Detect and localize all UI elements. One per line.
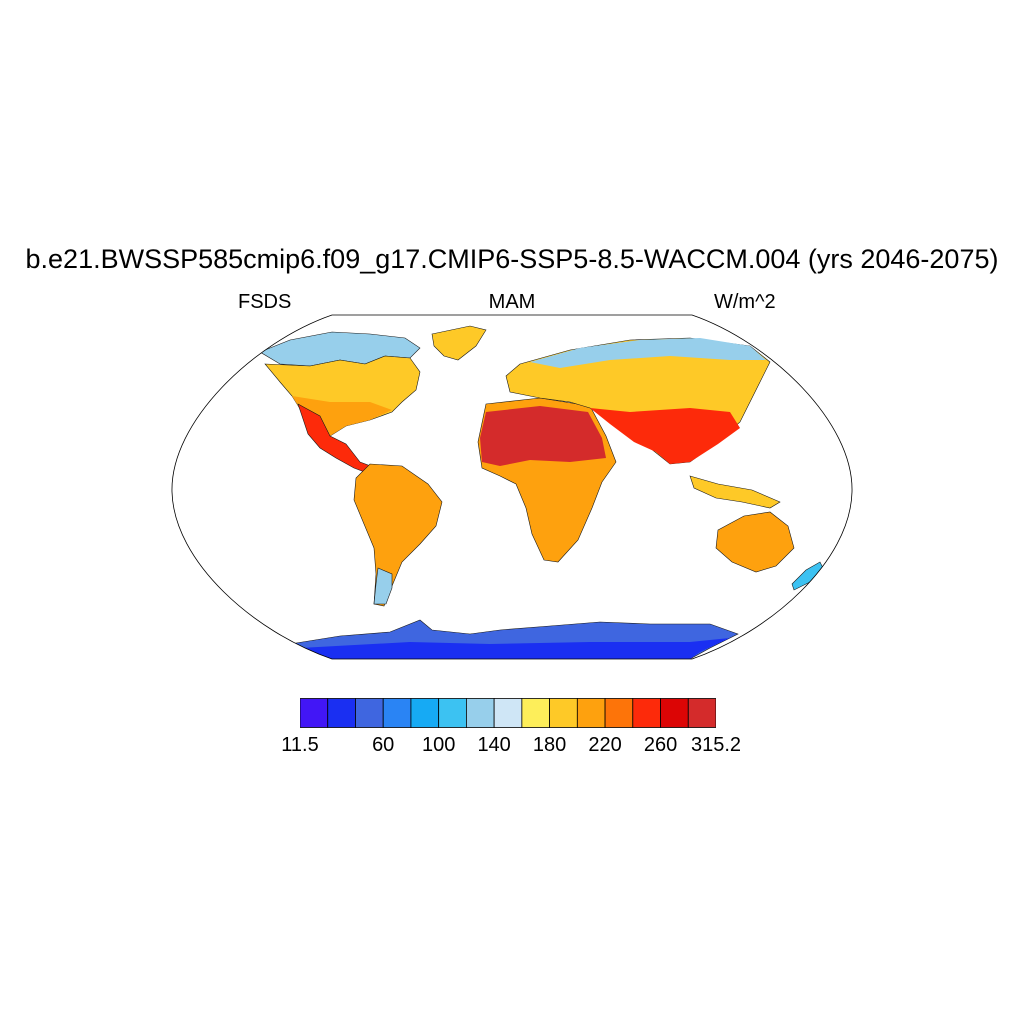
colorbar-swatch (687, 698, 716, 728)
eurasia-arctic (530, 338, 766, 368)
colorbar-tick-label: 140 (477, 734, 511, 756)
colorbar-swatch (660, 698, 689, 728)
colorbar-swatch (549, 698, 578, 728)
colorbar-swatch (465, 698, 495, 728)
colorbar-swatch (382, 698, 412, 728)
colorbar-swatch (604, 698, 634, 728)
variable-label: FSDS (238, 291, 292, 313)
colorbar-swatch (327, 698, 356, 728)
colorbar-tick-label: 60 (372, 734, 395, 756)
colorbar-tick-label: 315.2 (690, 734, 742, 756)
colorbar-swatch (521, 698, 551, 728)
greenland (431, 325, 487, 361)
plot-title: b.e21.BWSSP585cmip6.f09_g17.CMIP6-SSP5-8… (25, 244, 999, 274)
south-asia (590, 408, 740, 464)
season-label: MAM (488, 291, 536, 313)
colorbar-tick-label: 180 (532, 734, 567, 756)
colorbar-swatch (410, 698, 440, 728)
colorbar (300, 698, 716, 728)
colorbar-tick-label: 11.5 (281, 734, 319, 756)
colorbar-swatch (438, 698, 467, 728)
new-zealand (791, 561, 825, 591)
colorbar-swatch (355, 698, 384, 728)
units-label: W/m^2 (714, 291, 776, 313)
indonesia (689, 475, 781, 509)
antarctica-core (300, 638, 730, 659)
colorbar-swatch (300, 698, 329, 728)
colorbar-swatch (632, 698, 661, 728)
map-border (171, 314, 853, 660)
south-america-tip (373, 567, 393, 605)
colorbar-swatch (493, 698, 523, 728)
colorbar-tick-label: 100 (421, 734, 456, 756)
colorbar-tick-label: 220 (588, 734, 622, 756)
colorbar-tick-label: 260 (643, 734, 678, 756)
colorbar-swatch (576, 698, 606, 728)
south-america (353, 463, 443, 607)
world-map (171, 314, 853, 660)
sahara (480, 406, 606, 466)
australia (715, 511, 795, 573)
